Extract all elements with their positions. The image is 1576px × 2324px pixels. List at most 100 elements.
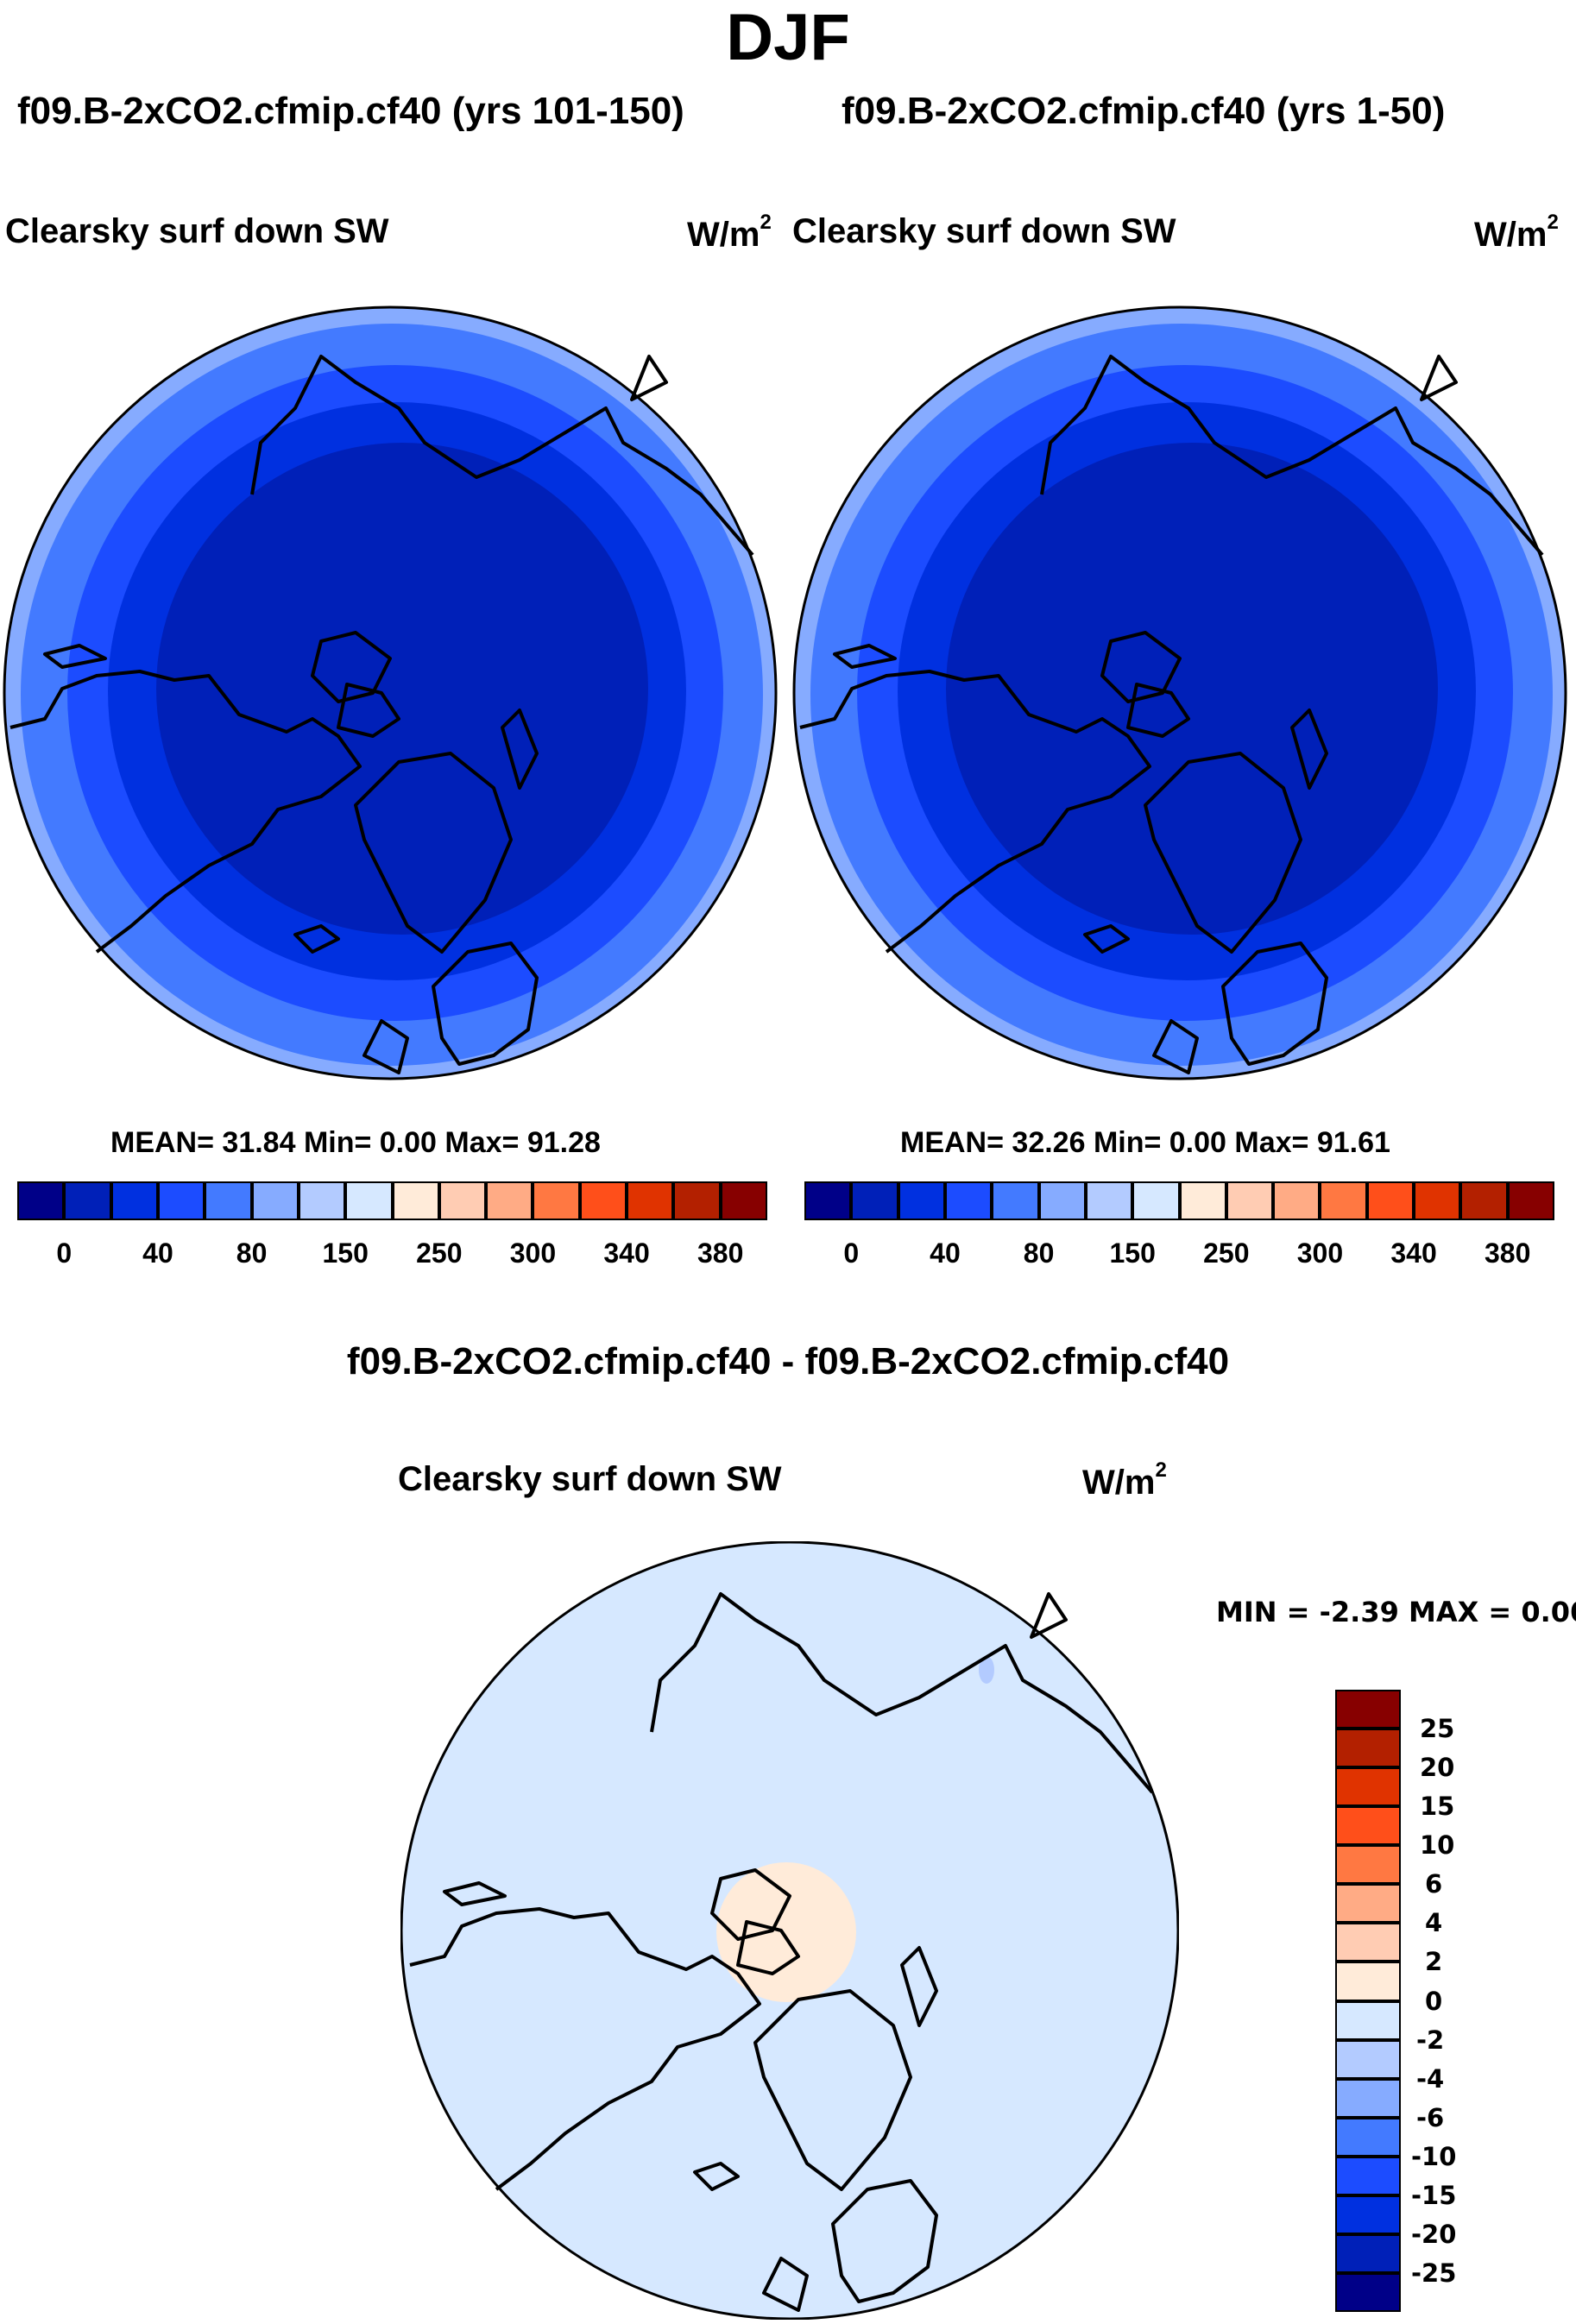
colorbar-box <box>1414 1181 1461 1220</box>
colorbar-box <box>1335 2000 1401 2040</box>
colorbar-box <box>1335 1767 1401 1807</box>
colorbar-box <box>944 1181 993 1220</box>
colorbar-box <box>1335 2039 1401 2079</box>
colorbar-tick-label: 340 <box>603 1238 650 1269</box>
colorbar-box <box>1507 1181 1554 1220</box>
colorbar-box <box>804 1181 852 1220</box>
colorbar-box <box>1335 2233 1401 2273</box>
colorbar-box <box>720 1181 767 1220</box>
colorbar-box <box>579 1181 627 1220</box>
units-text: W/m <box>687 216 760 254</box>
colorbar-box <box>673 1181 721 1220</box>
negative-anomaly-patch <box>979 1656 994 1684</box>
colorbar-box <box>110 1181 158 1220</box>
colorbar-tick-label: 0 <box>1425 1986 1443 2016</box>
colorbar-box <box>205 1181 252 1220</box>
colorbar-box <box>1085 1181 1133 1220</box>
colorbar-box <box>851 1181 898 1220</box>
colorbar-box <box>1132 1181 1180 1220</box>
units-text: W/m <box>1474 216 1548 254</box>
colorbar-tick-label: 25 <box>1420 1714 1455 1744</box>
colorbar-box <box>1366 1181 1415 1220</box>
colorbar-tick-label: 20 <box>1420 1753 1455 1783</box>
units-exponent: 2 <box>1547 211 1559 234</box>
colorbar-box <box>992 1181 1039 1220</box>
colorbar-tick-label: 80 <box>236 1238 268 1269</box>
panel-1-case-title: f09.B-2xCO2.cfmip.cf40 (yrs 101-150) <box>17 90 684 132</box>
colorbar-box <box>1226 1181 1274 1220</box>
panel-2-units: W/m2 <box>1474 211 1559 255</box>
colorbar-box <box>157 1181 205 1220</box>
colorbar-box <box>1335 1690 1401 1729</box>
map-border <box>3 305 778 1080</box>
diff-units: W/m2 <box>1082 1458 1167 1502</box>
colorbar-tick-label: 380 <box>697 1238 744 1269</box>
colorbar-tick-label: 4 <box>1425 1908 1443 1938</box>
units-exponent: 2 <box>760 211 772 234</box>
panel-2-stats: MEAN= 32.26 Min= 0.00 Max= 91.61 <box>900 1126 1390 1159</box>
colorbar-tick-label: 340 <box>1390 1238 1437 1269</box>
colorbar-box <box>1335 1806 1401 1846</box>
colorbar-tick-label: 40 <box>930 1238 961 1269</box>
panel-2-case-title: f09.B-2xCO2.cfmip.cf40 (yrs 1-50) <box>842 90 1446 132</box>
colorbar-tick-label: -4 <box>1416 2063 1445 2094</box>
colorbar-tick-label: 15 <box>1420 1792 1455 1822</box>
colorbar-box <box>1273 1181 1321 1220</box>
positive-anomaly-region <box>716 1862 856 2002</box>
units-exponent: 2 <box>1155 1458 1167 1482</box>
colorbar-tick-label: 6 <box>1425 1869 1443 1899</box>
colorbar-box <box>1335 1923 1401 1962</box>
colorbar-box <box>627 1181 674 1220</box>
colorbar-tick-label: 150 <box>1109 1238 1156 1269</box>
colorbar-tick-label: 40 <box>142 1238 173 1269</box>
colorbar-tick-label: 80 <box>1023 1238 1055 1269</box>
diff-colorbar: 25 20 15 10 6 4 2 0 -2 -4 -6 -10 -15 -20 -25 <box>1335 1690 1456 2312</box>
colorbar-tick-label: 0 <box>56 1238 72 1269</box>
colorbar-tick-label: -15 <box>1411 2180 1457 2210</box>
colorbar-tick-label: -6 <box>1416 2102 1445 2132</box>
colorbar-box <box>345 1181 393 1220</box>
colorbar-box <box>1335 1845 1401 1885</box>
map-border <box>792 305 1567 1080</box>
colorbar-box <box>1335 2117 1401 2157</box>
colorbar-box <box>898 1181 945 1220</box>
colorbar-tick-label: 380 <box>1484 1238 1531 1269</box>
colorbar-tick-label: 0 <box>843 1238 860 1269</box>
colorbar-box <box>1335 1729 1401 1768</box>
colorbar-box <box>1038 1181 1086 1220</box>
diff-variable: Clearsky surf down SW <box>398 1460 782 1498</box>
diff-min-max: MIN = -2.39 MAX = 0.00 <box>1216 1596 1576 1628</box>
panel-2-variable: Clearsky surf down SW <box>792 212 1176 250</box>
colorbar-tick-label: -10 <box>1411 2141 1457 2171</box>
colorbar-tick-label: 250 <box>416 1238 463 1269</box>
colorbar-box <box>1335 2195 1401 2234</box>
colorbar-box <box>64 1181 111 1220</box>
colorbar-box <box>1460 1181 1508 1220</box>
panel-1-stats: MEAN= 31.84 Min= 0.00 Max= 91.28 <box>110 1126 601 1159</box>
panel-1-map <box>3 305 778 1080</box>
colorbar-box <box>1335 2078 1401 2118</box>
colorbar-box <box>1335 2272 1401 2312</box>
difference-title: f09.B-2xCO2.cfmip.cf40 - f09.B-2xCO2.cfm… <box>346 1340 1230 1382</box>
colorbar-box <box>1335 1884 1401 1924</box>
colorbar-tick-label: 10 <box>1420 1830 1455 1861</box>
colorbar-box <box>298 1181 346 1220</box>
panel-1-variable: Clearsky surf down SW <box>5 212 389 250</box>
colorbar-tick-label: -2 <box>1416 2025 1445 2055</box>
panel-1-colorbar: 0 40 80 150 250 300 340 380 <box>17 1181 767 1269</box>
units-text: W/m <box>1082 1464 1156 1502</box>
difference-map <box>400 1541 1179 2320</box>
colorbar-box <box>251 1181 299 1220</box>
map-ring <box>156 443 648 935</box>
map-ring <box>946 443 1438 935</box>
colorbar-tick-label: -25 <box>1411 2258 1457 2288</box>
colorbar-box <box>1335 2156 1401 2195</box>
colorbar-box <box>533 1181 580 1220</box>
map-border <box>400 1541 1179 2320</box>
panel-1-units: W/m2 <box>687 211 772 255</box>
colorbar-tick-label: 250 <box>1203 1238 1250 1269</box>
colorbar-box <box>486 1181 533 1220</box>
colorbar-box <box>438 1181 487 1220</box>
panel-2-colorbar: 0 40 80 150 250 300 340 380 <box>804 1181 1554 1269</box>
colorbar-box <box>1179 1181 1226 1220</box>
